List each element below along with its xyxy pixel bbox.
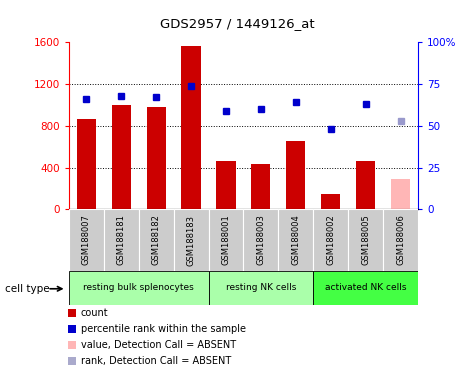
Text: GSM188003: GSM188003 bbox=[256, 215, 266, 265]
Bar bbox=[286, 141, 305, 209]
Bar bbox=[69, 271, 209, 305]
Text: GSM188005: GSM188005 bbox=[361, 215, 370, 265]
Bar bbox=[147, 108, 166, 209]
Text: count: count bbox=[81, 308, 108, 318]
Text: activated NK cells: activated NK cells bbox=[325, 283, 407, 293]
Text: GSM188181: GSM188181 bbox=[117, 215, 126, 265]
Bar bbox=[181, 46, 200, 209]
Text: GSM188182: GSM188182 bbox=[152, 215, 161, 265]
Bar bbox=[383, 209, 418, 271]
Bar bbox=[356, 161, 375, 209]
Bar bbox=[209, 271, 314, 305]
Bar bbox=[209, 209, 243, 271]
Text: GDS2957 / 1449126_at: GDS2957 / 1449126_at bbox=[160, 17, 315, 30]
Bar bbox=[391, 179, 410, 209]
Bar bbox=[67, 357, 76, 365]
Text: rank, Detection Call = ABSENT: rank, Detection Call = ABSENT bbox=[81, 356, 231, 366]
Bar bbox=[104, 209, 139, 271]
Text: value, Detection Call = ABSENT: value, Detection Call = ABSENT bbox=[81, 340, 236, 350]
Bar bbox=[174, 209, 209, 271]
Text: percentile rank within the sample: percentile rank within the sample bbox=[81, 324, 246, 334]
Bar bbox=[278, 209, 314, 271]
Text: GSM188001: GSM188001 bbox=[221, 215, 230, 265]
Bar bbox=[139, 209, 173, 271]
Bar bbox=[243, 209, 278, 271]
Bar bbox=[217, 161, 236, 209]
Bar bbox=[251, 164, 270, 209]
Text: GSM188006: GSM188006 bbox=[396, 215, 405, 265]
Bar bbox=[314, 209, 348, 271]
Bar bbox=[67, 309, 76, 316]
Bar bbox=[69, 209, 104, 271]
Text: resting bulk splenocytes: resting bulk splenocytes bbox=[83, 283, 194, 293]
Text: GSM188002: GSM188002 bbox=[326, 215, 335, 265]
Bar bbox=[321, 194, 340, 209]
Text: resting NK cells: resting NK cells bbox=[226, 283, 296, 293]
Bar bbox=[77, 119, 96, 209]
Bar bbox=[348, 209, 383, 271]
Bar bbox=[112, 105, 131, 209]
Text: cell type: cell type bbox=[5, 284, 49, 294]
Text: GSM188004: GSM188004 bbox=[291, 215, 300, 265]
Bar bbox=[67, 325, 76, 333]
Text: GSM188183: GSM188183 bbox=[187, 215, 196, 265]
Bar bbox=[314, 271, 418, 305]
Bar bbox=[67, 341, 76, 349]
Text: GSM188007: GSM188007 bbox=[82, 215, 91, 265]
